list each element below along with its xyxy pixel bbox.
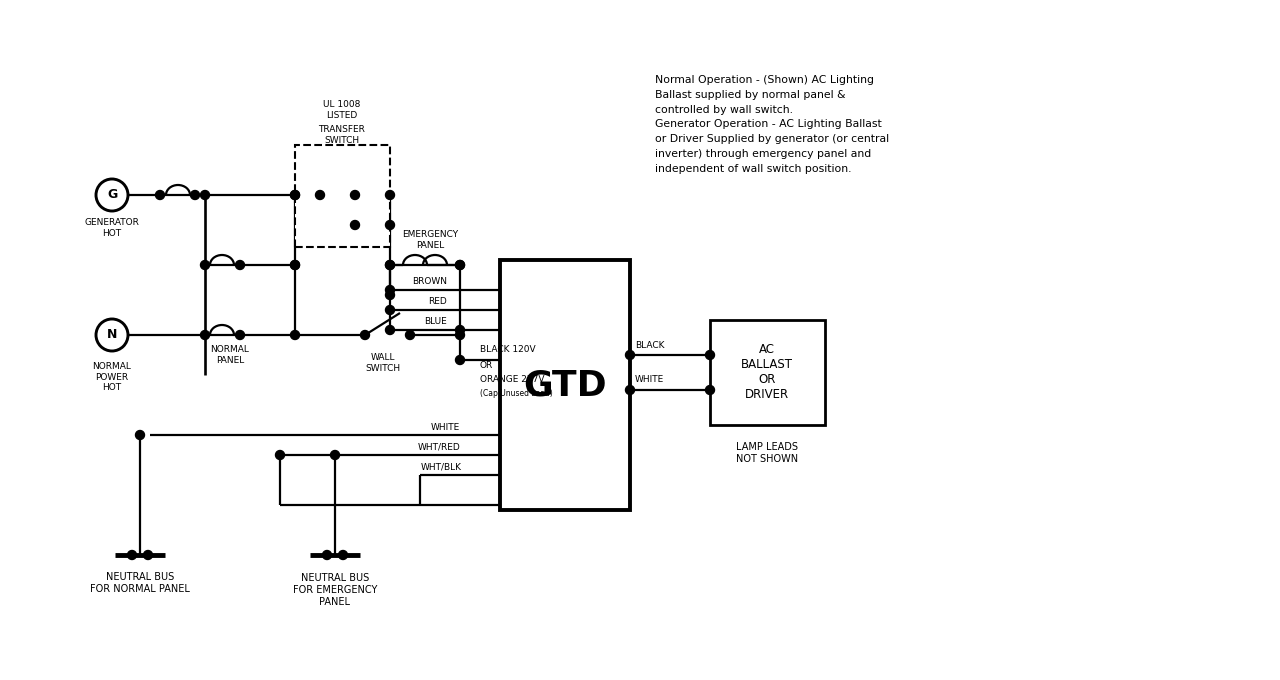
Circle shape [96,319,128,351]
Circle shape [275,450,284,460]
Circle shape [323,551,332,560]
Circle shape [136,430,145,439]
Text: WALL
SWITCH: WALL SWITCH [365,354,401,373]
Text: EMERGENCY
PANEL: EMERGENCY PANEL [402,231,458,250]
Circle shape [291,260,300,269]
Circle shape [291,190,300,199]
Circle shape [351,220,360,230]
Circle shape [201,330,210,339]
Text: TRANSFER
SWITCH: TRANSFER SWITCH [319,125,365,145]
Circle shape [351,190,360,199]
Circle shape [315,190,325,199]
Circle shape [201,190,210,199]
Text: WHT/BLK: WHT/BLK [421,462,462,471]
Circle shape [236,260,244,269]
Bar [500,260,630,510]
Circle shape [385,260,394,269]
Text: GENERATOR
HOT: GENERATOR HOT [84,218,140,238]
Circle shape [456,326,465,335]
Circle shape [201,260,210,269]
Text: WHITE: WHITE [431,422,460,432]
Circle shape [456,356,465,364]
Text: AC
BALLAST
OR
DRIVER: AC BALLAST OR DRIVER [741,343,794,401]
Circle shape [338,551,347,560]
Circle shape [385,286,394,294]
Bar [294,145,390,247]
Circle shape [291,190,300,199]
Circle shape [236,330,244,339]
Text: WHITE: WHITE [635,375,664,384]
Text: NORMAL
POWER
HOT: NORMAL POWER HOT [92,362,132,392]
Text: BLACK: BLACK [635,341,664,350]
Circle shape [385,326,394,335]
Text: NEUTRAL BUS
FOR EMERGENCY
PANEL: NEUTRAL BUS FOR EMERGENCY PANEL [293,573,378,607]
Text: BLUE: BLUE [424,318,447,326]
Circle shape [705,350,714,360]
Text: OR: OR [480,360,493,369]
Circle shape [330,450,339,460]
Circle shape [128,551,137,560]
Text: Normal Operation - (Shown) AC Lighting
Ballast supplied by normal panel &
contro: Normal Operation - (Shown) AC Lighting B… [655,75,890,174]
Text: N: N [106,328,118,341]
Circle shape [626,350,635,360]
Circle shape [155,190,165,199]
Circle shape [385,190,394,199]
Circle shape [705,386,714,394]
Text: G: G [106,188,118,201]
Text: NEUTRAL BUS
FOR NORMAL PANEL: NEUTRAL BUS FOR NORMAL PANEL [90,572,189,594]
Text: (Cap Unused Lead): (Cap Unused Lead) [480,388,553,398]
Circle shape [456,330,465,339]
Circle shape [385,220,394,230]
Circle shape [385,290,394,299]
Circle shape [406,330,415,339]
Text: BROWN: BROWN [412,277,447,286]
Text: ORANGE 277V: ORANGE 277V [480,375,544,384]
Text: GTD: GTD [524,368,607,402]
Circle shape [385,305,394,314]
Circle shape [456,260,465,269]
Text: RED: RED [429,298,447,307]
Text: LAMP LEADS
NOT SHOWN: LAMP LEADS NOT SHOWN [736,442,797,464]
Circle shape [361,330,370,339]
Text: BLACK 120V: BLACK 120V [480,345,535,354]
Circle shape [191,190,200,199]
Circle shape [626,386,635,394]
Circle shape [291,330,300,339]
Text: WHT/RED: WHT/RED [417,443,460,452]
Circle shape [456,260,465,269]
Text: NORMAL
PANEL: NORMAL PANEL [211,345,250,364]
Circle shape [385,260,394,269]
Circle shape [291,260,300,269]
Circle shape [143,551,152,560]
Text: UL 1008
LISTED: UL 1008 LISTED [324,100,361,120]
Circle shape [96,179,128,211]
Bar [710,320,826,425]
